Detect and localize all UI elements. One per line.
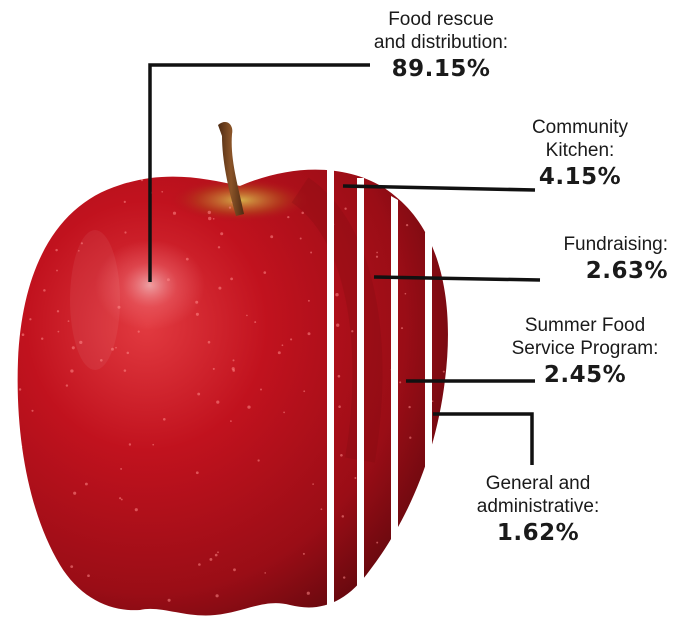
label-fundraising-name-1: Fundraising: xyxy=(563,234,668,255)
label-community-kitchen-name-1: Community xyxy=(531,117,629,138)
label-general-admin-name-1: General and xyxy=(485,473,591,494)
label-food-rescue-name-2: and distribution: xyxy=(373,32,509,54)
label-community-kitchen: Community Kitchen: 4.15% xyxy=(505,116,655,191)
label-general-admin-value: 1.62% xyxy=(496,520,580,547)
label-fundraising: Fundraising: 2.63% xyxy=(520,233,668,285)
apple-image xyxy=(17,121,448,616)
apple-body xyxy=(17,169,448,616)
leader-line-general-admin xyxy=(433,412,534,465)
label-general-admin-name-2: administrative: xyxy=(476,496,600,518)
label-community-kitchen-name-2: Kitchen: xyxy=(545,140,615,162)
label-food-rescue-name-1: Food rescue xyxy=(388,9,494,30)
label-food-rescue-value: 89.15% xyxy=(391,56,491,83)
leader-line-food-rescue xyxy=(148,63,370,282)
label-summer-food: Summer Food Service Program: 2.45% xyxy=(490,314,680,389)
label-fundraising-value: 2.63% xyxy=(585,258,668,285)
apple-shine xyxy=(95,240,205,330)
leader-line-fundraising xyxy=(373,275,541,282)
leader-lines xyxy=(148,63,541,465)
label-summer-food-name-2: Service Program: xyxy=(511,338,659,360)
slice-cuts xyxy=(327,160,432,622)
label-summer-food-value: 2.45% xyxy=(543,362,627,389)
leader-line-community-kitchen xyxy=(342,184,536,192)
label-community-kitchen-value: 4.15% xyxy=(538,164,622,191)
label-summer-food-name-1: Summer Food xyxy=(524,315,646,336)
apple-stem xyxy=(218,121,244,216)
label-food-rescue: Food rescue and distribution: 89.15% xyxy=(338,8,544,83)
label-general-admin: General and administrative: 1.62% xyxy=(452,472,624,547)
